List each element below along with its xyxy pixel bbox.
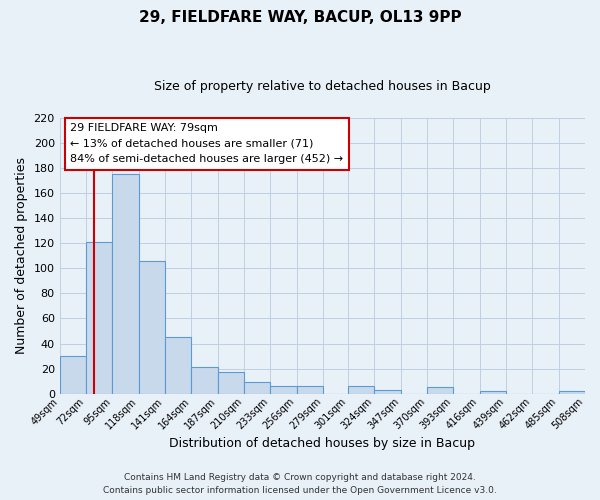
Bar [296, 386, 323, 394]
Bar [348, 386, 374, 394]
Text: 29 FIELDFARE WAY: 79sqm
← 13% of detached houses are smaller (71)
84% of semi-de: 29 FIELDFARE WAY: 79sqm ← 13% of detache… [70, 124, 343, 164]
Bar [270, 386, 296, 394]
Y-axis label: Number of detached properties: Number of detached properties [15, 158, 28, 354]
Bar [112, 174, 139, 394]
Bar [191, 368, 218, 394]
Title: Size of property relative to detached houses in Bacup: Size of property relative to detached ho… [154, 80, 491, 93]
Text: Contains HM Land Registry data © Crown copyright and database right 2024.
Contai: Contains HM Land Registry data © Crown c… [103, 474, 497, 495]
Bar [559, 391, 585, 394]
Bar [374, 390, 401, 394]
Text: 29, FIELDFARE WAY, BACUP, OL13 9PP: 29, FIELDFARE WAY, BACUP, OL13 9PP [139, 10, 461, 25]
Bar [480, 391, 506, 394]
Bar [59, 356, 86, 394]
Bar [427, 388, 454, 394]
Bar [139, 261, 165, 394]
Bar [165, 338, 191, 394]
Bar [86, 242, 112, 394]
Bar [244, 382, 270, 394]
X-axis label: Distribution of detached houses by size in Bacup: Distribution of detached houses by size … [169, 437, 475, 450]
Bar [218, 372, 244, 394]
